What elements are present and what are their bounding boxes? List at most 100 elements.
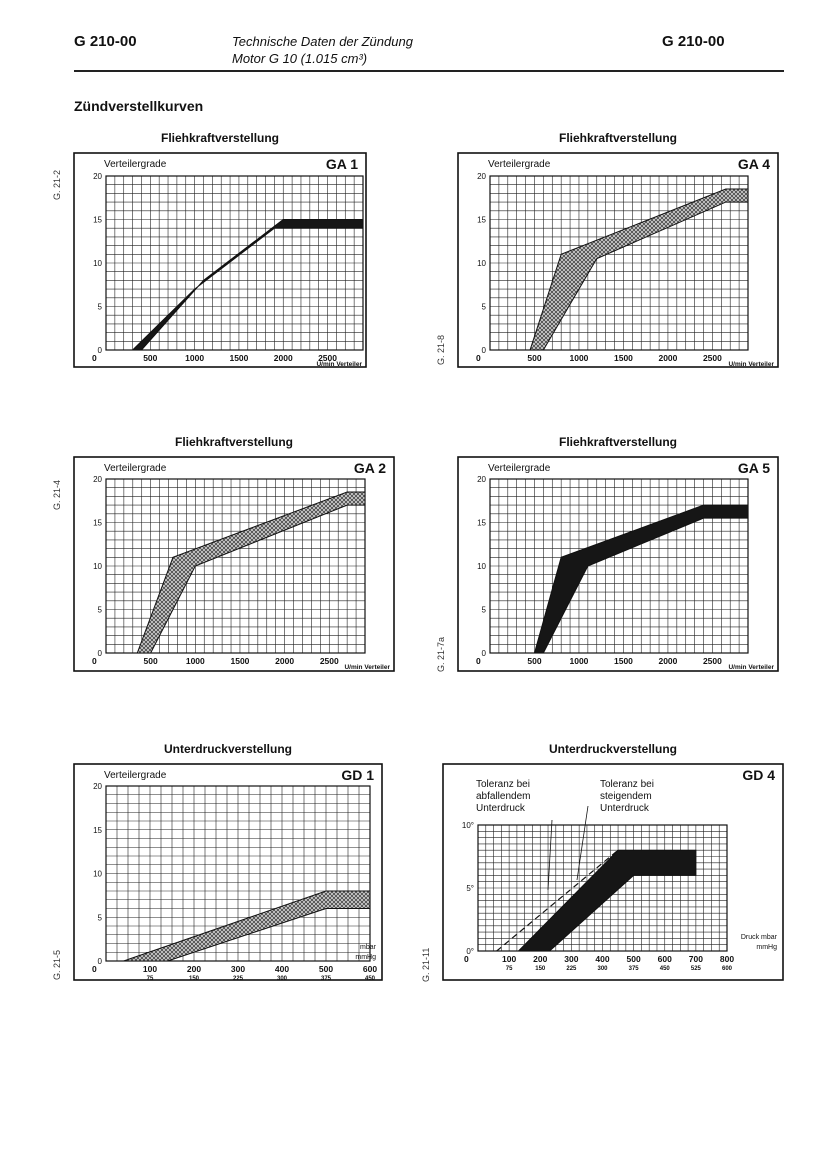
tolerance-dashed-line	[496, 849, 619, 952]
x-tick-label-secondary: 150	[189, 976, 200, 982]
chart-ga-4: Fliehkraftverstellung 0 5 10 15 20 500 1000 1500…	[436, 131, 779, 368]
y-tick-label: 15	[93, 826, 102, 835]
x-axis-unit-secondary: mmHg	[355, 954, 376, 961]
y-tick-label: 0	[482, 649, 487, 658]
x-tick-label: 1000	[570, 656, 589, 666]
x-axis-unit-secondary: mmHg	[756, 944, 777, 951]
document-title-line1: Technische Daten der Zündung	[232, 34, 413, 49]
x-tick-label: 1000	[185, 353, 204, 363]
x-tick-label: 300	[564, 954, 578, 964]
tolerance-band	[136, 491, 366, 654]
y-axis-label: Verteilergrade	[104, 770, 167, 781]
x-tick-label: 100	[502, 954, 516, 964]
x-tick-label: 500	[144, 656, 158, 666]
x-tick-label-secondary: 600	[722, 966, 733, 972]
y-tick-label: 0	[98, 346, 103, 355]
x-tick-label: 2000	[274, 353, 293, 363]
chart-frame	[73, 456, 395, 672]
x-tick-label: 2500	[320, 656, 339, 666]
annotation-leader-line	[547, 819, 553, 891]
annotation-falling: abfallendem	[476, 791, 530, 802]
chart-title: Fliehkraftverstellung	[161, 131, 279, 145]
chart-frame	[73, 152, 367, 368]
y-tick-label: 20	[93, 782, 102, 791]
x-axis-unit: U/min Verteiler	[728, 664, 774, 671]
x-tick-label: 2000	[658, 353, 677, 363]
y-tick-label: 20	[93, 172, 102, 181]
x-tick-label: 400	[275, 964, 289, 974]
x-origin-label: 0	[92, 656, 97, 666]
x-tick-label: 2000	[275, 656, 294, 666]
figure-side-code: G. 21-7a	[436, 637, 446, 672]
x-tick-label-secondary: 225	[233, 976, 244, 982]
y-tick-label: 20	[93, 475, 102, 484]
x-tick-label: 1500	[614, 656, 633, 666]
figure-side-code: G. 21-2	[52, 170, 62, 200]
chart-id-label: GA 1	[326, 156, 358, 172]
y-axis-label: Verteilergrade	[104, 463, 167, 474]
x-tick-label: 200	[187, 964, 201, 974]
y-tick-label: 5	[98, 913, 103, 922]
x-tick-label: 1500	[229, 353, 248, 363]
y-tick-label: 0	[482, 346, 487, 355]
chart-id-label: GA 5	[738, 460, 770, 476]
chart-title: Unterdruckverstellung	[164, 742, 292, 756]
y-tick-label: 15	[477, 216, 486, 225]
x-tick-label-secondary: 525	[691, 966, 702, 972]
chart-gd-4: Unterdruckverstellung 0° 5° 10° 100 75 200 150 3…	[421, 742, 784, 982]
x-tick-label: 1500	[231, 656, 250, 666]
y-tick-label: 20	[477, 475, 486, 484]
x-tick-label: 500	[627, 954, 641, 964]
chart-ga-2: Fliehkraftverstellung 0 5 10 15 20 500 1000 1500…	[52, 435, 395, 672]
chart-frame	[457, 152, 779, 368]
x-tick-label: 200	[533, 954, 547, 964]
x-tick-label: 600	[658, 954, 672, 964]
chart-id-label: GA 4	[738, 156, 770, 172]
chart-id-label: GD 1	[341, 767, 374, 783]
x-tick-label: 700	[689, 954, 703, 964]
figure-side-code: G. 21-5	[52, 950, 62, 980]
x-tick-label: 2000	[658, 656, 677, 666]
annotation-rising: steigendem	[600, 791, 652, 802]
x-tick-label: 400	[595, 954, 609, 964]
header-rule	[74, 70, 784, 72]
chart-frame	[73, 763, 383, 981]
y-tick-label: 20	[477, 172, 486, 181]
x-tick-label: 500	[143, 353, 157, 363]
x-axis-unit: U/min Verteiler	[344, 664, 390, 671]
chart-ga-5: Fliehkraftverstellung 0 5 10 15 20 500 1000 1500…	[436, 435, 779, 672]
x-origin-label: 0	[92, 353, 97, 363]
chart-id-label: GD 4	[742, 767, 775, 783]
chart-title: Fliehkraftverstellung	[559, 435, 677, 449]
x-tick-label-secondary: 300	[277, 976, 288, 982]
y-axis-label: Verteilergrade	[488, 159, 551, 170]
x-tick-label-secondary: 75	[506, 966, 513, 972]
tolerance-band	[131, 219, 364, 351]
chart-grid	[489, 175, 749, 351]
x-tick-label: 600	[363, 964, 377, 974]
x-tick-label: 800	[720, 954, 734, 964]
figure-side-code: G. 21-4	[52, 480, 62, 510]
x-origin-label: 0	[92, 964, 97, 974]
x-axis-unit: U/min Verteiler	[728, 361, 774, 368]
x-tick-label-secondary: 225	[566, 966, 577, 972]
y-tick-label: 0	[98, 957, 103, 966]
x-axis-unit: U/min Verteiler	[316, 361, 362, 368]
figure-side-code: G. 21-8	[436, 335, 446, 365]
y-axis-label: Verteilergrade	[104, 159, 167, 170]
x-tick-label: 500	[527, 353, 541, 363]
y-tick-label: 10	[93, 562, 102, 571]
y-tick-label: 5°	[466, 884, 474, 893]
x-tick-label: 2500	[703, 656, 722, 666]
x-tick-label: 500	[319, 964, 333, 974]
y-tick-label: 5	[482, 606, 487, 615]
annotation-falling: Toleranz bei	[476, 779, 530, 790]
x-tick-label: 100	[143, 964, 157, 974]
y-tick-label: 0	[98, 649, 103, 658]
x-tick-label-secondary: 375	[629, 966, 640, 972]
y-tick-label: 5	[98, 303, 103, 312]
document-code-right: G 210-00	[662, 33, 725, 50]
y-tick-label: 15	[93, 519, 102, 528]
annotation-falling: Unterdruck	[476, 803, 526, 814]
chart-title: Fliehkraftverstellung	[559, 131, 677, 145]
